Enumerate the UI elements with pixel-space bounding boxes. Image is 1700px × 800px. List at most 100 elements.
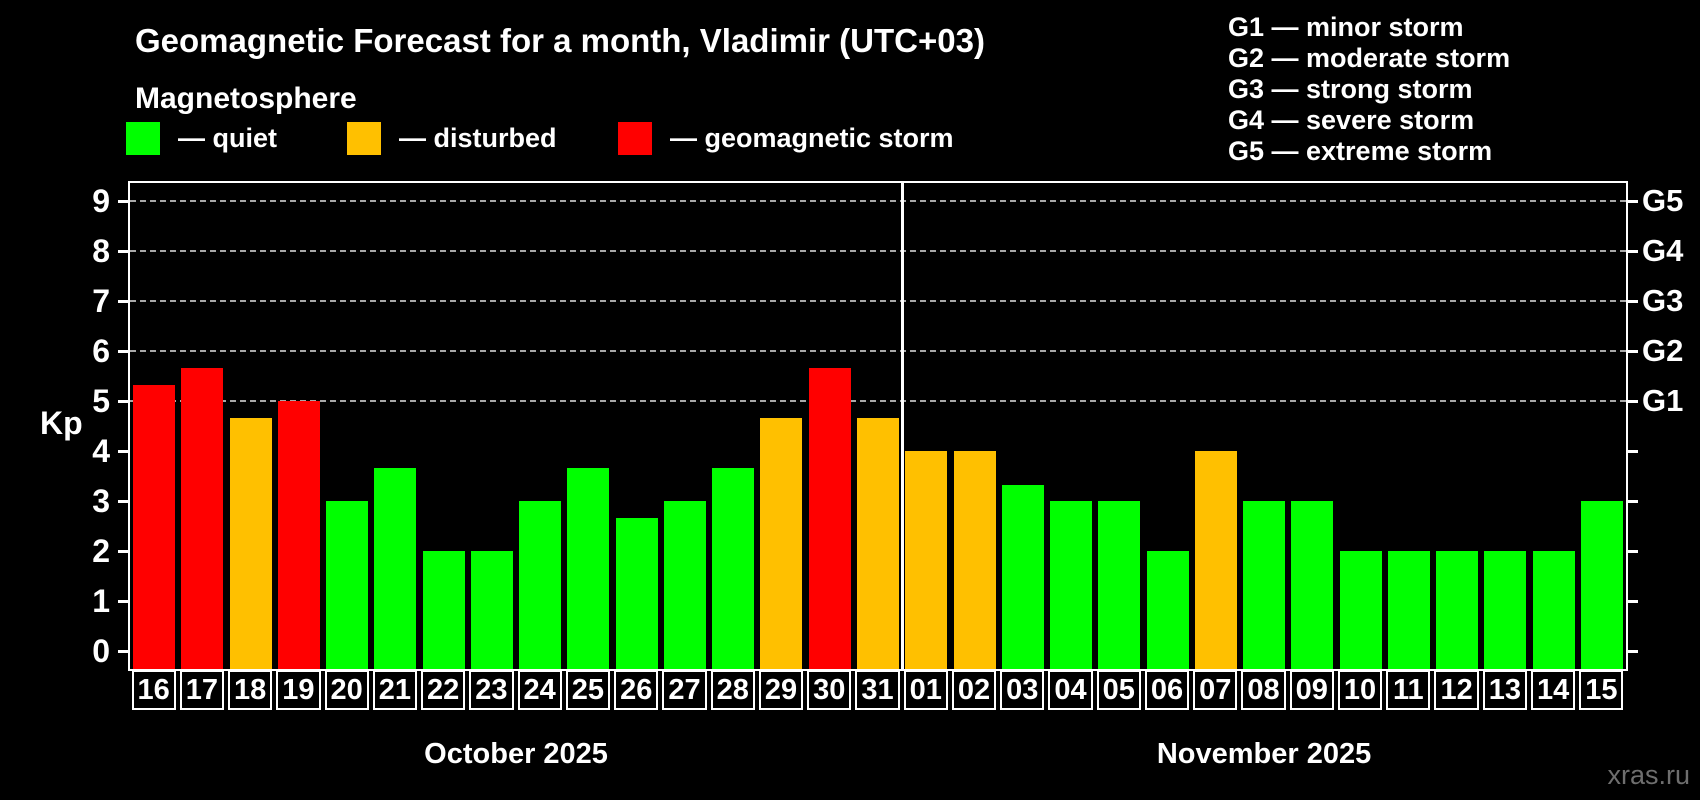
y-tick-right-6 <box>1626 349 1638 353</box>
storm-swatch-icon <box>618 121 652 155</box>
legend-label-disturbed: — disturbed <box>399 122 557 153</box>
chart-title: Geomagnetic Forecast for a month, Vladim… <box>135 22 985 59</box>
y-tick-label-8: 8 <box>92 233 110 269</box>
y-tick-label-5: 5 <box>92 383 110 419</box>
chart-subtitle: Magnetosphere <box>135 82 357 115</box>
y-tick-right-4 <box>1626 449 1638 453</box>
bar-09 <box>1291 501 1334 669</box>
date-box-06: 06 <box>1144 670 1190 710</box>
date-box-20: 20 <box>324 670 369 710</box>
date-box-12: 12 <box>1434 670 1479 710</box>
y-tick-label-0: 0 <box>92 633 110 669</box>
bar-06 <box>1146 551 1189 669</box>
bar-22 <box>422 551 465 669</box>
bar-18 <box>229 417 272 669</box>
bar-16 <box>133 384 176 669</box>
date-box-26: 26 <box>614 670 659 710</box>
date-box-10: 10 <box>1337 670 1383 710</box>
y-tick-right-0 <box>1626 649 1638 653</box>
date-box-13: 13 <box>1482 670 1527 710</box>
y-tick-left-5 <box>118 399 130 403</box>
gridline-kp9 <box>130 200 1626 202</box>
y-tick-right-1 <box>1626 599 1638 603</box>
y-tick-right-2 <box>1626 549 1638 553</box>
y-tick-left-2 <box>118 549 130 553</box>
g-tick-label-g3: G3 <box>1642 283 1684 318</box>
bar-08 <box>1243 501 1286 669</box>
bar-11 <box>1387 551 1430 669</box>
bar-04 <box>1050 501 1093 669</box>
y-tick-right-7 <box>1626 299 1638 303</box>
g-legend-line-g4: G4 — severe storm <box>1228 105 1475 135</box>
bar-29 <box>760 417 803 669</box>
y-tick-left-3 <box>118 499 130 503</box>
bar-24 <box>519 501 562 669</box>
y-tick-left-7 <box>118 299 130 303</box>
bar-26 <box>615 517 658 669</box>
date-box-25: 25 <box>565 670 611 710</box>
g-legend-line-g5: G5 — extreme storm <box>1228 136 1493 166</box>
gridline-kp7 <box>130 300 1626 302</box>
bar-03 <box>1001 484 1044 669</box>
gridline-kp6 <box>130 350 1626 352</box>
y-tick-left-6 <box>118 349 130 353</box>
g-tick-label-g4: G4 <box>1642 233 1684 268</box>
y-tick-right-3 <box>1626 499 1638 503</box>
y-tick-label-2: 2 <box>92 533 110 569</box>
kp-axis-label: Kp <box>40 405 83 441</box>
legend-item-storm: — geomagnetic storm <box>618 121 954 155</box>
bar-14 <box>1532 551 1575 669</box>
y-tick-label-9: 9 <box>92 183 110 219</box>
y-tick-left-9 <box>118 199 130 203</box>
date-box-15: 15 <box>1579 670 1624 710</box>
disturbed-swatch-icon <box>347 121 381 155</box>
date-box-02: 02 <box>951 670 997 710</box>
date-box-08: 08 <box>1241 670 1286 710</box>
y-tick-label-6: 6 <box>92 333 110 369</box>
bar-02 <box>953 451 996 669</box>
bar-30 <box>808 367 851 669</box>
bar-10 <box>1339 551 1382 669</box>
date-box-07: 07 <box>1193 670 1238 710</box>
date-box-23: 23 <box>469 670 514 710</box>
legend-label-storm: — geomagnetic storm <box>670 122 954 153</box>
g-legend-line-g1: G1 — minor storm <box>1228 12 1464 42</box>
y-tick-left-8 <box>118 249 130 253</box>
y-tick-left-1 <box>118 599 130 603</box>
y-tick-right-9 <box>1626 199 1638 203</box>
bar-01 <box>905 451 948 669</box>
date-box-17: 17 <box>179 670 224 710</box>
date-box-28: 28 <box>710 670 755 710</box>
gridline-kp8 <box>130 250 1626 252</box>
g-legend-line-g3: G3 — strong storm <box>1228 74 1473 104</box>
date-box-19: 19 <box>276 670 321 710</box>
date-box-30: 30 <box>807 670 852 710</box>
bar-17 <box>181 367 224 669</box>
legend-item-quiet: — quiet <box>126 121 277 155</box>
bar-15 <box>1580 501 1623 669</box>
legend-label-quiet: — quiet <box>178 122 277 153</box>
bar-13 <box>1484 551 1527 669</box>
g-tick-label-g5: G5 <box>1642 183 1684 218</box>
bar-28 <box>712 467 755 669</box>
date-box-16: 16 <box>131 670 176 710</box>
bar-27 <box>663 501 706 669</box>
g-legend-line-g2: G2 — moderate storm <box>1228 43 1511 73</box>
quiet-swatch-icon <box>126 121 160 155</box>
month-label-november: November 2025 <box>1156 738 1372 770</box>
date-box-18: 18 <box>228 670 273 710</box>
bar-05 <box>1098 501 1141 669</box>
date-box-14: 14 <box>1530 670 1576 710</box>
y-tick-left-4 <box>118 449 130 453</box>
bar-21 <box>374 467 417 669</box>
bar-25 <box>567 467 610 669</box>
date-box-11: 11 <box>1386 670 1431 710</box>
bar-07 <box>1194 451 1237 669</box>
date-box-31: 31 <box>855 670 900 710</box>
plot-area <box>130 183 1626 669</box>
legend-item-disturbed: — disturbed <box>347 121 557 155</box>
y-tick-label-3: 3 <box>92 483 110 519</box>
date-box-01: 01 <box>903 670 948 710</box>
bar-20 <box>326 501 369 669</box>
